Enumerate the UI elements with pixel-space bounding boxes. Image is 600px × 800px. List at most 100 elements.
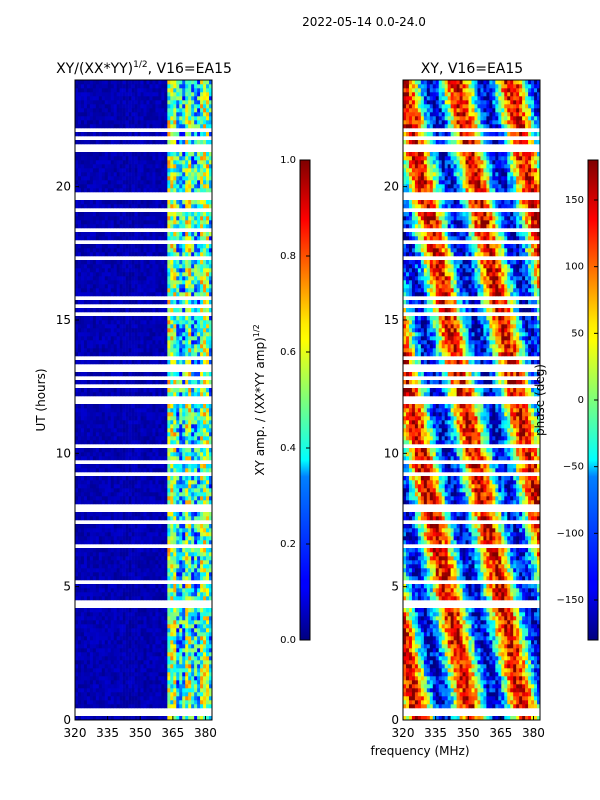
heatmap-cell	[155, 664, 159, 669]
heatmap-cell	[185, 452, 189, 457]
heatmap-cell	[119, 524, 123, 529]
heatmap-cell	[155, 716, 159, 720]
heatmap-cell	[104, 448, 109, 453]
heatmap-cell	[137, 656, 141, 661]
heatmap-cell	[110, 500, 115, 505]
heatmap-cell	[173, 500, 177, 505]
heatmap-cell	[206, 676, 210, 681]
heatmap-cell	[131, 624, 135, 629]
heatmap-cell	[122, 688, 126, 693]
heatmap-cell	[197, 424, 201, 429]
heatmap-cell	[167, 276, 171, 281]
flagged-row	[75, 364, 212, 368]
heatmap-cell	[116, 484, 120, 489]
heatmap-cell	[89, 232, 94, 237]
heatmap-cell	[119, 352, 123, 357]
heatmap-cell	[125, 680, 129, 685]
heatmap-cell	[77, 476, 82, 481]
heatmap-cell	[110, 636, 115, 641]
heatmap-cell	[134, 440, 138, 445]
heatmap-cell	[122, 204, 126, 209]
heatmap-cell	[104, 336, 109, 341]
heatmap-cell	[104, 616, 109, 621]
heatmap-cell	[77, 176, 82, 181]
heatmap-cell	[185, 560, 189, 565]
heatmap-cell	[170, 536, 174, 541]
heatmap-cell	[83, 328, 88, 333]
left-title-main: XY/(XX*YY)	[56, 61, 133, 77]
heatmap-cell	[179, 276, 183, 281]
heatmap-cell	[110, 476, 115, 481]
heatmap-cell	[113, 412, 117, 417]
heatmap-cell	[197, 532, 201, 537]
heatmap-cell	[95, 656, 100, 661]
heatmap-cell	[176, 620, 180, 625]
heatmap-cell	[173, 488, 177, 493]
heatmap-cell	[191, 664, 195, 669]
heatmap-cell	[146, 284, 150, 289]
heatmap-cell	[200, 680, 204, 685]
heatmap-cell	[77, 288, 82, 293]
heatmap-cell	[179, 332, 183, 337]
heatmap-cell	[125, 284, 129, 289]
heatmap-cell	[95, 280, 100, 285]
heatmap-cell	[75, 176, 79, 181]
heatmap-cell	[125, 436, 129, 441]
heatmap-cell	[128, 488, 132, 493]
heatmap-cell	[98, 456, 103, 461]
heatmap-cell	[80, 404, 85, 409]
heatmap-cell	[137, 716, 141, 720]
flagged-row	[75, 296, 212, 300]
heatmap-cell	[203, 332, 207, 337]
heatmap-cell	[158, 448, 162, 453]
heatmap-cell	[182, 324, 186, 329]
heatmap-cell	[194, 276, 198, 281]
heatmap-cell	[143, 584, 147, 589]
heatmap-cell	[185, 224, 189, 229]
heatmap-cell	[167, 328, 171, 333]
heatmap-cell	[83, 672, 88, 677]
heatmap-cell	[188, 284, 192, 289]
heatmap-cell	[104, 620, 109, 625]
heatmap-cell	[137, 652, 141, 657]
heatmap-cell	[125, 336, 129, 341]
heatmap-cell	[128, 576, 132, 581]
heatmap-cell	[131, 456, 135, 461]
heatmap-cell	[86, 344, 91, 349]
heatmap-cell	[128, 536, 132, 541]
heatmap-cell	[125, 684, 129, 689]
heatmap-cell	[158, 572, 162, 577]
heatmap-cell	[128, 448, 132, 453]
heatmap-cell	[140, 420, 144, 425]
heatmap-cell	[149, 464, 153, 469]
heatmap-cell	[125, 624, 129, 629]
heatmap-cell	[77, 204, 82, 209]
heatmap-cell	[197, 636, 201, 641]
heatmap-cell	[179, 416, 183, 421]
heatmap-cell	[107, 272, 112, 277]
heatmap-cell	[161, 320, 165, 325]
heatmap-cell	[161, 532, 165, 537]
heatmap-cell	[113, 496, 117, 501]
heatmap-cell	[80, 424, 85, 429]
heatmap-cell	[155, 272, 159, 277]
heatmap-cell	[155, 640, 159, 645]
heatmap-cell	[128, 592, 132, 597]
heatmap-cell	[140, 552, 144, 557]
heatmap-cell	[146, 692, 150, 697]
heatmap-cell	[137, 500, 141, 505]
heatmap-cell	[167, 664, 171, 669]
heatmap-cell	[119, 404, 123, 409]
heatmap-cell	[119, 696, 123, 701]
heatmap-cell	[119, 536, 123, 541]
heatmap-cell	[203, 648, 207, 653]
heatmap-cell	[191, 188, 195, 193]
heatmap-cell	[125, 432, 129, 437]
heatmap-cell	[161, 332, 165, 337]
heatmap-cell	[75, 664, 79, 669]
heatmap-cell	[131, 272, 135, 277]
heatmap-cell	[116, 592, 120, 597]
heatmap-cell	[116, 688, 120, 693]
heatmap-cell	[170, 412, 174, 417]
heatmap-cell	[209, 224, 212, 229]
